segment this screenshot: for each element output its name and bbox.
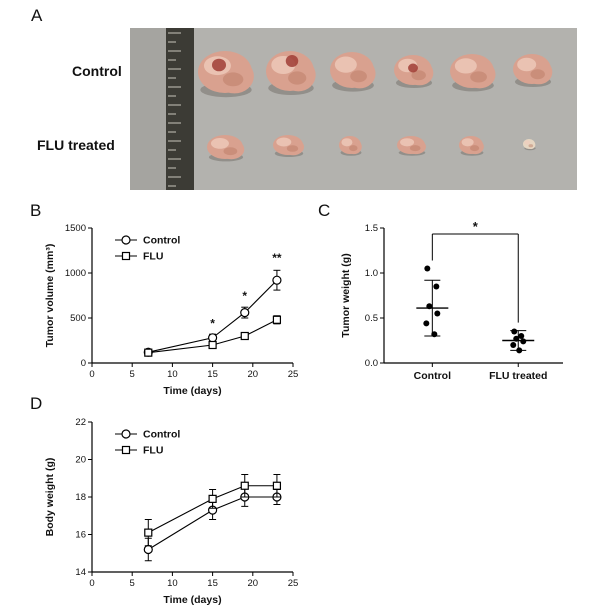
svg-text:1500: 1500: [65, 223, 86, 234]
svg-text:Control: Control: [143, 429, 180, 441]
svg-text:Control: Control: [414, 370, 451, 382]
svg-text:0: 0: [89, 578, 94, 589]
svg-text:Body weight (g): Body weight (g): [44, 458, 56, 537]
tumor-volume-line-chart: 0 5 10 15 20 25 0 500 1000 1500 Time (days) Tumor v…: [44, 223, 299, 397]
photo-row-label-flu-treated: FLU treated: [37, 137, 115, 153]
svg-text:0: 0: [89, 369, 94, 380]
svg-text:**: **: [272, 251, 282, 265]
panel-c-label: C: [318, 201, 331, 220]
svg-text:*: *: [473, 219, 479, 234]
svg-text:*: *: [242, 289, 247, 303]
svg-text:0: 0: [81, 358, 86, 369]
svg-text:1000: 1000: [65, 268, 86, 279]
panel-a-label: A: [31, 6, 43, 25]
tumor-weight-scatter-chart: 0.0 0.5 1.0 1.5 Tumor weight (g) Control FLU t…: [340, 219, 563, 382]
svg-text:20: 20: [248, 578, 259, 589]
svg-text:16: 16: [75, 530, 86, 541]
svg-text:20: 20: [248, 369, 259, 380]
excised-tumors-photo: [130, 28, 577, 190]
panel-d-label: D: [30, 394, 43, 413]
svg-text:FLU: FLU: [143, 251, 163, 263]
svg-text:25: 25: [288, 369, 299, 380]
svg-text:25: 25: [288, 578, 299, 589]
svg-text:1.5: 1.5: [365, 223, 378, 234]
svg-text:Tumor weight (g): Tumor weight (g): [340, 253, 352, 337]
svg-text:0.5: 0.5: [365, 313, 378, 324]
body-weight-line-chart: 0 5 10 15 20 25 14 16 18 20 22 Time (days) Body weig…: [44, 417, 299, 606]
svg-text:Time (days): Time (days): [163, 594, 221, 606]
svg-text:500: 500: [70, 313, 86, 324]
svg-text:5: 5: [130, 578, 135, 589]
svg-text:FLU: FLU: [143, 445, 163, 457]
svg-text:10: 10: [167, 578, 178, 589]
svg-text:18: 18: [75, 492, 86, 503]
svg-text:14: 14: [75, 567, 86, 578]
svg-text:20: 20: [75, 455, 86, 466]
svg-text:22: 22: [75, 417, 86, 428]
panel-b-label: B: [30, 201, 42, 220]
svg-text:15: 15: [207, 578, 218, 589]
svg-text:FLU treated: FLU treated: [489, 370, 547, 382]
svg-text:Control: Control: [143, 235, 180, 247]
photo-row-label-control: Control: [72, 63, 122, 79]
svg-text:Time (days): Time (days): [163, 385, 221, 397]
svg-text:5: 5: [130, 369, 135, 380]
svg-text:*: *: [210, 316, 215, 330]
svg-text:15: 15: [207, 369, 218, 380]
svg-text:1.0: 1.0: [365, 268, 378, 279]
svg-text:Tumor volume (mm³): Tumor volume (mm³): [44, 244, 56, 348]
svg-text:10: 10: [167, 369, 178, 380]
svg-text:0.0: 0.0: [365, 358, 378, 369]
